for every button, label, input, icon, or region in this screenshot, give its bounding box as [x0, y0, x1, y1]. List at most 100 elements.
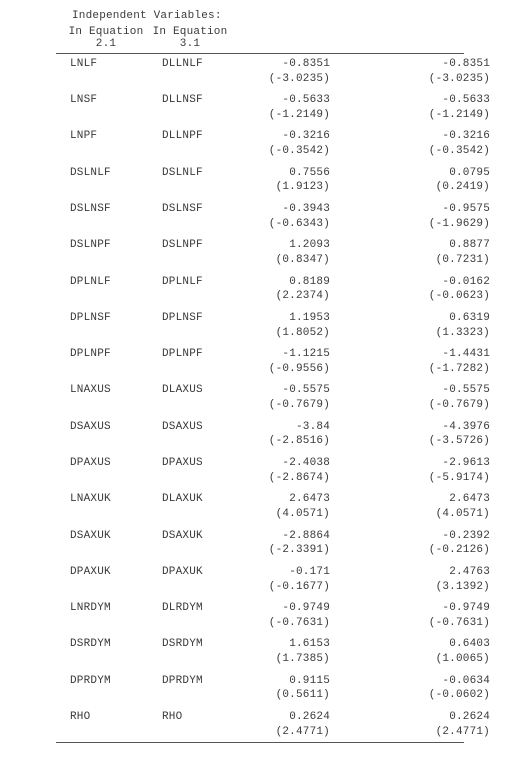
tstat-b: (1.0065) [408, 653, 490, 666]
estimate-b: 2.6473 [408, 493, 490, 506]
var-eq31: DPLNPF [158, 348, 248, 361]
header-eq-3-1-line2: 3.1 [148, 38, 232, 51]
table-row: DPAXUKDPAXUK-0.1712.4763 [0, 566, 511, 579]
var-eq21: DSLNSF [56, 203, 158, 216]
tstat-a: (-0.6343) [248, 218, 330, 231]
var-eq31: DLAXUK [158, 493, 248, 506]
tstat-b: (0.2419) [408, 181, 490, 194]
table-row: LNLFDLLNLF-0.8351-0.8351 [0, 58, 511, 71]
estimate-b: -0.2392 [408, 530, 490, 543]
estimate-b: 0.8877 [408, 239, 490, 252]
table-row-tstat: ..(-0.9556)(-1.7282) [0, 363, 511, 376]
var-eq21: LNPF [56, 130, 158, 143]
table-row-tstat: ..(-0.6343)(-1.9629) [0, 218, 511, 231]
table-row-tstat: ..(-1.2149)(-1.2149) [0, 109, 511, 122]
estimate-a: -2.4038 [248, 457, 330, 470]
tstat-a: (0.5611) [248, 689, 330, 702]
table-row: DPAXUSDPAXUS-2.4038-2.9613 [0, 457, 511, 470]
header-eq-3-1-line1: In Equation [148, 26, 232, 39]
estimate-a: 1.6153 [248, 638, 330, 651]
table-row-tstat: ..(-3.0235)(-3.0235) [0, 73, 511, 86]
tstat-b: (1.3323) [408, 327, 490, 340]
column-headers: In Equation 2.1 In Equation 3.1 [0, 26, 511, 51]
estimate-a: -0.3943 [248, 203, 330, 216]
estimate-a: -1.1215 [248, 348, 330, 361]
tstat-a: (-0.3542) [248, 145, 330, 158]
tstat-a: (-1.2149) [248, 109, 330, 122]
var-eq21: DPLNPF [56, 348, 158, 361]
estimate-b: -0.9575 [408, 203, 490, 216]
estimate-b: 0.0795 [408, 167, 490, 180]
estimate-b: -2.9613 [408, 457, 490, 470]
estimate-b: -0.5633 [408, 94, 490, 107]
tstat-a: (-2.8516) [248, 435, 330, 448]
table-row: DPLNLFDPLNLF0.8189-0.0162 [0, 276, 511, 289]
estimate-b: -1.4431 [408, 348, 490, 361]
tstat-a: (-0.1677) [248, 581, 330, 594]
var-eq31: DSRDYM [158, 638, 248, 651]
table-row-tstat: ..(1.7385)(1.0065) [0, 653, 511, 666]
tstat-a: (1.7385) [248, 653, 330, 666]
table-row-tstat: ..(1.8052)(1.3323) [0, 327, 511, 340]
estimate-a: -0.9749 [248, 602, 330, 615]
estimate-b: -0.8351 [408, 58, 490, 71]
var-eq31: DSLNSF [158, 203, 248, 216]
var-eq21: DPLNLF [56, 276, 158, 289]
table-row: DSLNPFDSLNPF1.20930.8877 [0, 239, 511, 252]
table-row-tstat: ..(4.0571)(4.0571) [0, 508, 511, 521]
estimate-b: -0.0162 [408, 276, 490, 289]
estimate-b: 0.2624 [408, 711, 490, 724]
table-row-tstat: ..(-2.3391)(-0.2126) [0, 544, 511, 557]
estimate-a: -0.5575 [248, 384, 330, 397]
table-row: DSAXUKDSAXUK-2.8864-0.2392 [0, 530, 511, 543]
estimate-a: 1.1953 [248, 312, 330, 325]
table-row: RHORHO0.26240.2624 [0, 711, 511, 724]
table-row: LNAXUKDLAXUK2.64732.6473 [0, 493, 511, 506]
tstat-b: (-0.0623) [408, 290, 490, 303]
estimate-b: -0.3216 [408, 130, 490, 143]
table-row-tstat: ..(-2.8516)(-3.5726) [0, 435, 511, 448]
top-rule [56, 53, 464, 54]
table-row: LNPFDLLNPF-0.3216-0.3216 [0, 130, 511, 143]
table-row: DSLNLFDSLNLF0.75560.0795 [0, 167, 511, 180]
tstat-b: (-3.5726) [408, 435, 490, 448]
var-eq21: DSLNPF [56, 239, 158, 252]
tstat-a: (1.8052) [248, 327, 330, 340]
tstat-a: (2.2374) [248, 290, 330, 303]
estimate-a: -0.5633 [248, 94, 330, 107]
table-row-tstat: ..(-2.8674)(-5.9174) [0, 472, 511, 485]
tstat-b: (-0.7679) [408, 399, 490, 412]
table-row-tstat: ..(0.8347)(0.7231) [0, 254, 511, 267]
estimate-b: -4.3976 [408, 421, 490, 434]
tstat-b: (-1.9629) [408, 218, 490, 231]
table-row-tstat: ..(0.5611)(-0.0602) [0, 689, 511, 702]
estimate-a: -0.3216 [248, 130, 330, 143]
bottom-rule [56, 742, 464, 743]
table-row: DSRDYMDSRDYM1.61530.6403 [0, 638, 511, 651]
header-eq-2-1-line2: 2.1 [64, 38, 148, 51]
var-eq21: DPLNSF [56, 312, 158, 325]
var-eq31: DSAXUK [158, 530, 248, 543]
var-eq31: DLAXUS [158, 384, 248, 397]
var-eq21: RHO [56, 711, 158, 724]
tstat-b: (-5.9174) [408, 472, 490, 485]
table-row-tstat: ..(-0.7679)(-0.7679) [0, 399, 511, 412]
var-eq31: DPLNLF [158, 276, 248, 289]
table-row-tstat: ..(2.4771)(2.4771) [0, 726, 511, 739]
table-row-tstat: ..(2.2374)(-0.0623) [0, 290, 511, 303]
var-eq21: LNAXUK [56, 493, 158, 506]
header-eq-2-1: In Equation 2.1 [64, 26, 148, 51]
var-eq21: DSRDYM [56, 638, 158, 651]
table-row: LNAXUSDLAXUS-0.5575-0.5575 [0, 384, 511, 397]
header-eq-2-1-line1: In Equation [64, 26, 148, 39]
regression-table: Independent Variables: In Equation 2.1 I… [0, 10, 511, 743]
tstat-a: (2.4771) [248, 726, 330, 739]
estimate-a: -2.8864 [248, 530, 330, 543]
tstat-b: (-1.7282) [408, 363, 490, 376]
header-eq-3-1: In Equation 3.1 [148, 26, 232, 51]
table-row: LNSFDLLNSF-0.5633-0.5633 [0, 94, 511, 107]
var-eq31: DPLNSF [158, 312, 248, 325]
var-eq21: LNSF [56, 94, 158, 107]
var-eq31: DLLNPF [158, 130, 248, 143]
tstat-b: (-0.3542) [408, 145, 490, 158]
